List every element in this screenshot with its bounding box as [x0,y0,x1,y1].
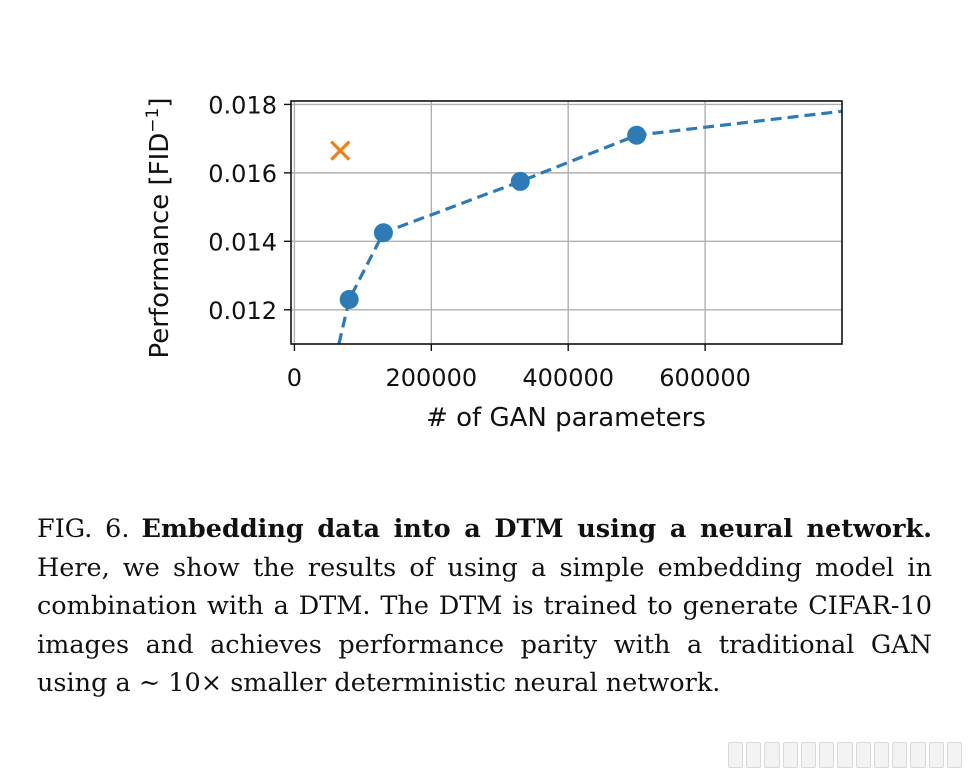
x-tick-label: 0 [287,364,302,392]
gan-data-point [339,290,359,310]
x-axis-title: # of GAN parameters [426,403,706,433]
watermark [728,741,963,769]
ticks: 0 200000 400000 600000 0.012 0.014 0.016 0.018 [208,91,751,392]
y-tick-label: 0.018 [208,91,277,119]
y-axis-title-end: ] [145,97,175,107]
caption-title: Embedding data into a DTM using a neural… [141,514,933,544]
y-axis-title-sup: −1 [143,108,163,133]
y-tick-label: 0.016 [208,160,277,188]
grid-lines [291,101,842,344]
figure-caption: FIG. 6. Embedding data into a DTM using a… [37,510,932,703]
y-tick-label: 0.012 [208,297,277,325]
gan-data-point [510,171,530,191]
x-tick-label: 400000 [522,364,614,392]
gan-data-point [373,223,393,243]
plot-frame [290,100,843,345]
y-axis-title-main: Performance [FID [145,133,175,359]
chart: 0 200000 400000 6000000.0120.0140.0160.018 … [143,91,843,433]
caption-label: FIG. 6. [37,514,130,544]
x-tick-label: 200000 [386,364,478,392]
gan-data-point [627,125,647,145]
y-tick-label: 0.014 [208,228,277,256]
figure: 0 200000 400000 600000 0.012 0.014 0.016 0.018 … [143,91,843,433]
y-axis-title: Performance [FID−1] [143,97,175,358]
series-layer [330,109,842,344]
x-tick-label: 600000 [659,364,751,392]
caption-body: Here, we show the results of using a sim… [37,552,932,699]
dtm-data-point [330,140,351,161]
